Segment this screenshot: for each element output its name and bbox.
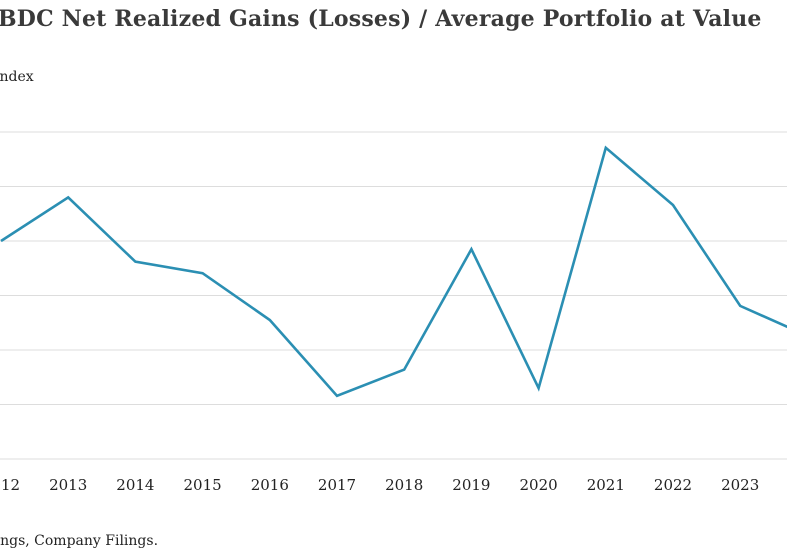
x-tick-label: 2020 (520, 476, 558, 494)
x-tick-label: 2013 (49, 476, 87, 494)
x-tick-label: 2016 (251, 476, 289, 494)
chart-title: BDC Net Realized Gains (Losses) / Averag… (0, 6, 762, 32)
x-tick-label: 2023 (721, 476, 759, 494)
x-tick-label: 2015 (184, 476, 222, 494)
x-tick-label: 2014 (116, 476, 154, 494)
series-group (0, 145, 787, 398)
x-tick-label: 2012 (0, 476, 20, 494)
x-tick-label: 2017 (318, 476, 356, 494)
x-tick-label: 2018 (385, 476, 423, 494)
gridlines (0, 131, 787, 460)
x-tick-label: 2019 (452, 476, 490, 494)
series-line (0, 145, 787, 398)
x-axis-ticks: 2012 2013 2014 2015 2016 2017 2018 2019 2020 2021… (0, 476, 759, 494)
chart-subtitle: Index (0, 69, 34, 85)
x-tick-label: 2021 (587, 476, 625, 494)
chart-source-note: tings, Company Filings. (0, 533, 159, 549)
x-tick-label: 2022 (654, 476, 692, 494)
